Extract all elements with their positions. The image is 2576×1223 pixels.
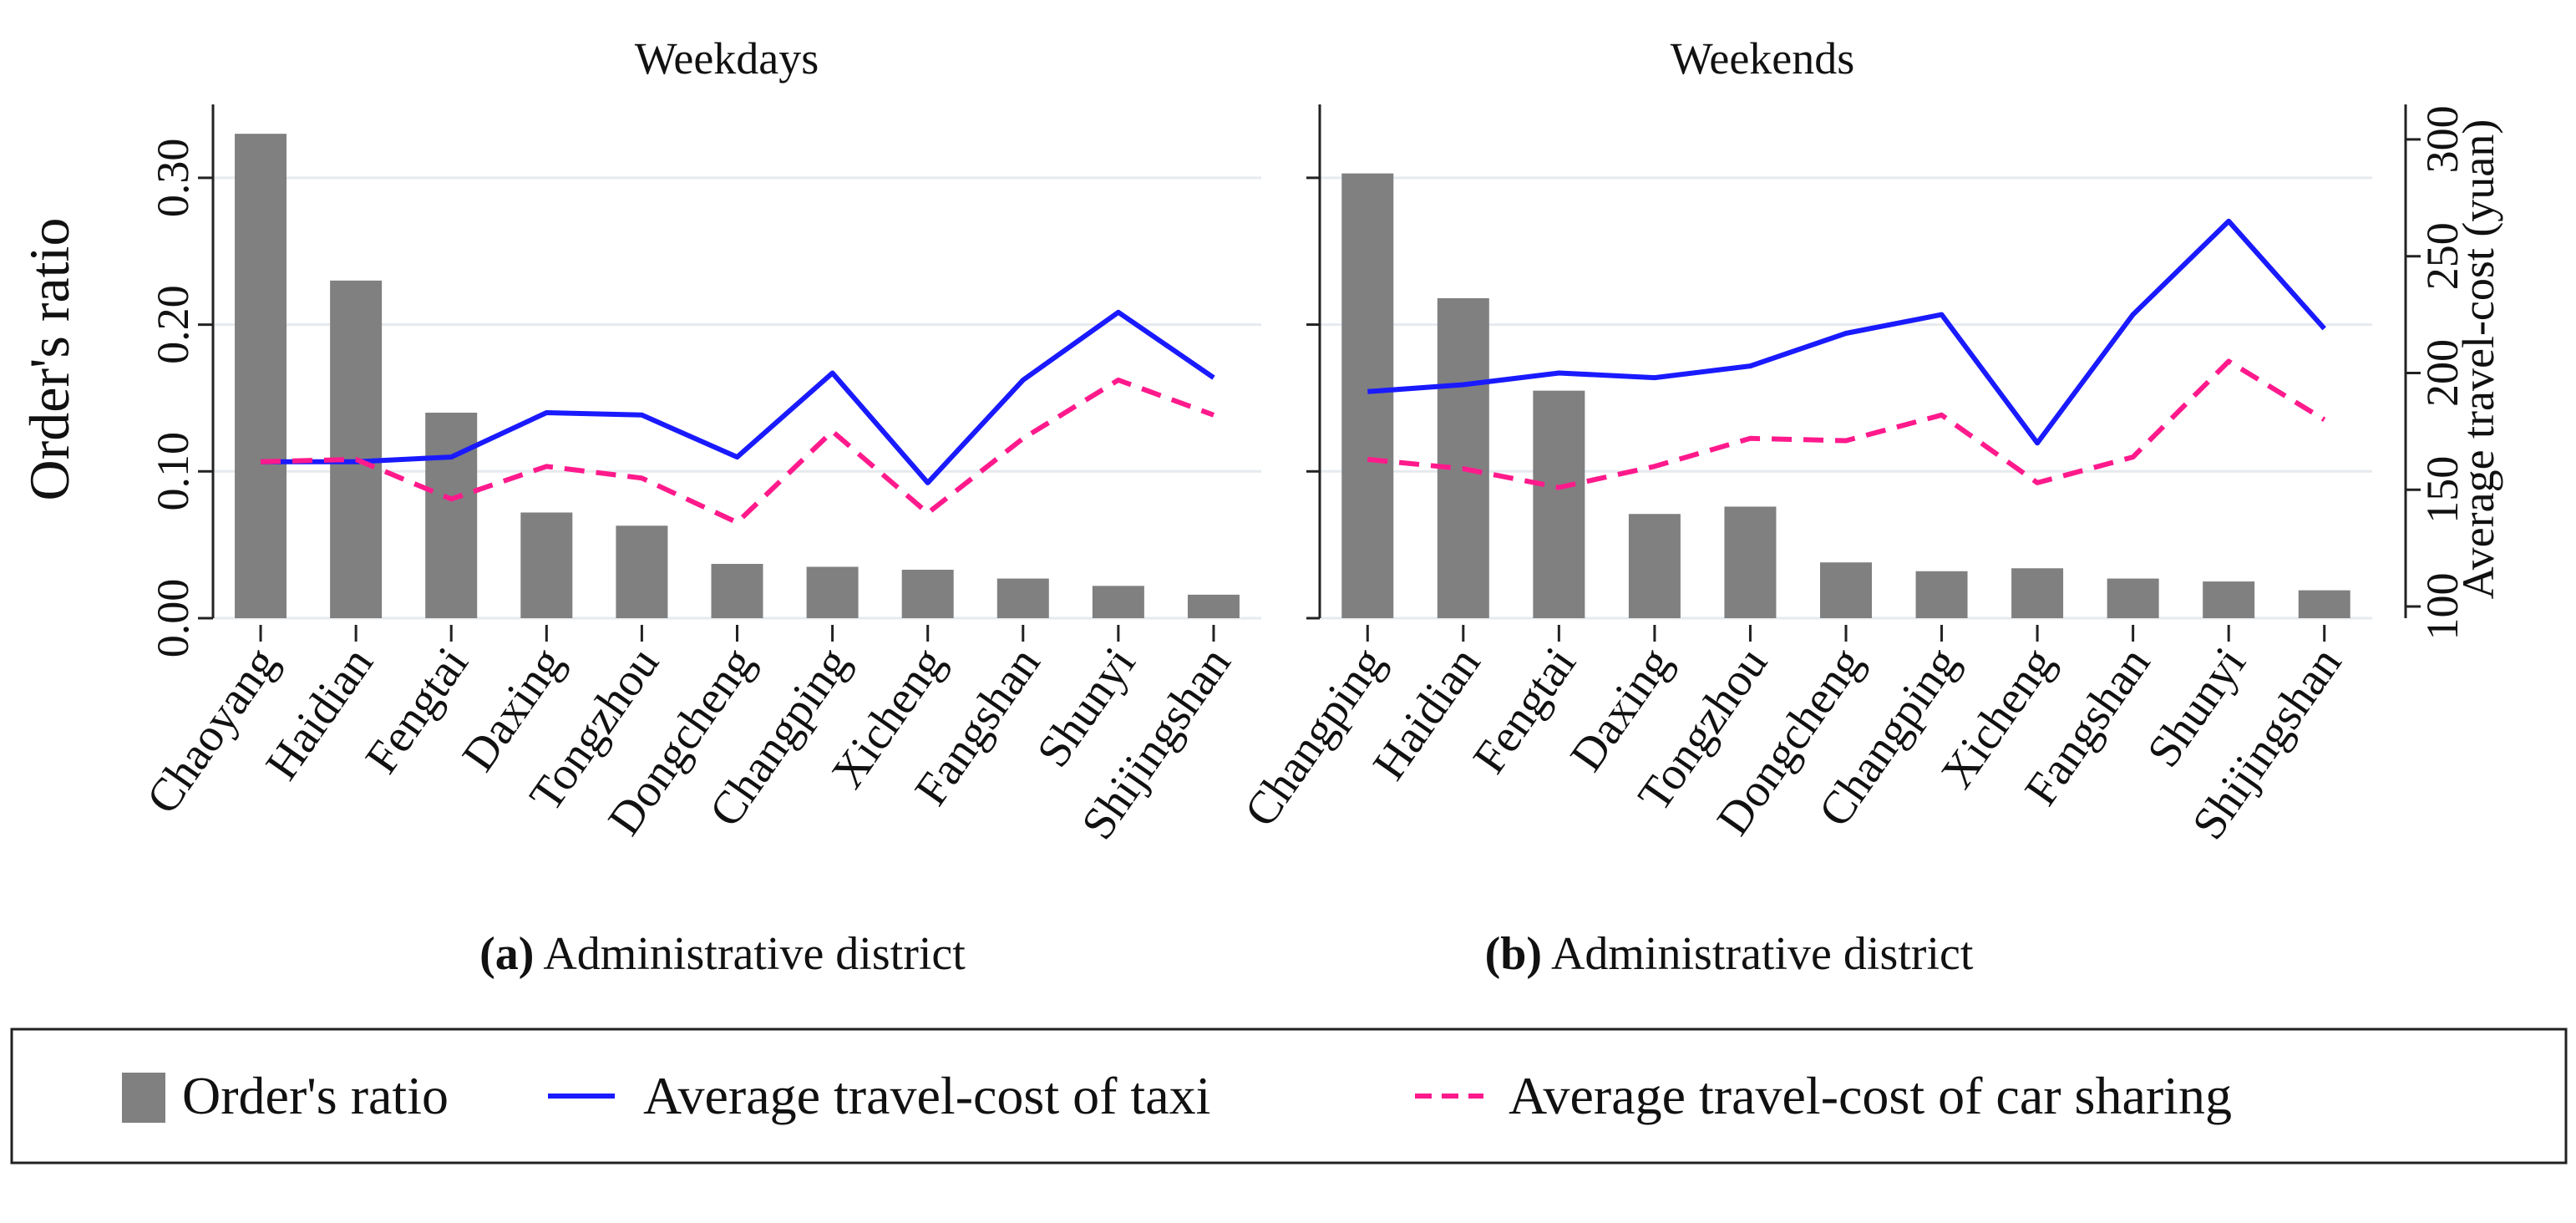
legend-ratio-swatch (122, 1073, 165, 1123)
caption-b: (b) Administrative district (1485, 928, 1974, 980)
panel-title-weekdays: Weekdays (635, 33, 819, 84)
lines-layer (260, 218, 2326, 525)
bar (1915, 571, 1968, 618)
right-axis-tick-label: 100 (2417, 573, 2467, 641)
taxi-cost-line (261, 309, 1215, 485)
x-tick-label: Changping (1235, 638, 1395, 836)
bar (2298, 590, 2350, 618)
x-tick-label: Chaoyang (137, 638, 288, 824)
legend-ratio-label: Order's ratio (182, 1066, 449, 1125)
x-tick-label: Fengtai (356, 638, 479, 783)
caption-a-letter: (a) (479, 928, 534, 980)
bar (2011, 568, 2064, 618)
bar (235, 134, 287, 619)
bar (901, 570, 954, 618)
caption-b-letter: (b) (1485, 928, 1542, 980)
car-sharing-cost-line (1367, 358, 2326, 490)
bar (425, 413, 478, 618)
legend-frame (10, 1028, 2568, 1165)
right-axis-tick-label: 300 (2417, 105, 2467, 173)
left-axis-tick-label: 0.10 (148, 432, 198, 511)
caption-a-text: Administrative district (534, 928, 966, 980)
right-axis-tick-label: 150 (2417, 456, 2467, 524)
left-axis-tick-label: 0.20 (148, 285, 198, 364)
right-axis-tick-label: 250 (2417, 222, 2467, 290)
bar (806, 566, 859, 618)
legend-taxi-label: Average travel-cost of taxi (643, 1066, 1210, 1125)
bar (1628, 514, 1681, 618)
bar (1820, 562, 1872, 618)
bar (1533, 390, 1585, 618)
bar (2203, 581, 2255, 618)
right-axis-tick-label: 200 (2417, 339, 2467, 407)
bar (711, 563, 763, 618)
bar (2107, 578, 2159, 618)
legend-car-sharing-label: Average travel-cost of car sharing (1509, 1066, 2232, 1125)
caption-b-text: Administrative district (1542, 928, 1974, 980)
legend: Order's ratio Average travel-cost of tax… (10, 1028, 2568, 1165)
caption-a: (a) Administrative district (479, 928, 966, 980)
bar (330, 280, 383, 618)
bar (1341, 173, 1394, 619)
labels-layer: 0.000.100.200.30100150200250300ChaoyangH… (137, 105, 2467, 849)
bar (1187, 594, 1240, 618)
taxi-cost-line (1367, 218, 2326, 446)
panel-title-weekends: Weekends (1671, 33, 1855, 84)
right-axis-title: Average travel-cost (yuan) (2453, 119, 2503, 600)
bar (520, 512, 573, 618)
x-tick-label: Fengtai (1463, 638, 1586, 783)
bars-layer (235, 134, 2350, 619)
left-axis-title: Order's ratio (18, 218, 81, 501)
axes-layer (198, 104, 2421, 642)
bar (1724, 506, 1777, 618)
left-axis-tick-label: 0.30 (148, 139, 198, 218)
bar (616, 525, 668, 618)
bar (996, 578, 1049, 618)
car-sharing-cost-line (260, 377, 1215, 525)
bar (1092, 586, 1144, 618)
left-axis-tick-label: 0.00 (148, 579, 198, 658)
bar (1437, 297, 1489, 618)
